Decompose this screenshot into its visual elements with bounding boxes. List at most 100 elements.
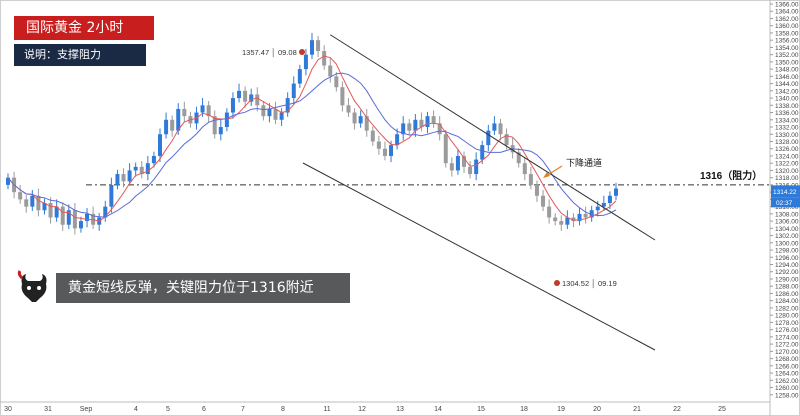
- y-tick-label: 1294.00: [775, 262, 799, 269]
- y-tick-label: 1334.00: [775, 117, 799, 124]
- candle-body: [237, 90, 242, 99]
- channel-label: 下降通道: [566, 157, 602, 168]
- candle-body: [382, 148, 387, 156]
- candle-body: [565, 217, 570, 225]
- candle-body: [297, 69, 302, 84]
- x-tick-label: 13: [396, 406, 404, 413]
- candle-body: [443, 134, 448, 164]
- y-tick-label: 1276.00: [775, 327, 799, 334]
- candle-body: [534, 184, 539, 196]
- candle-body: [528, 174, 533, 185]
- candle-body: [310, 40, 314, 55]
- y-tick-label: 1270.00: [775, 349, 799, 356]
- y-tick-label: 1328.00: [775, 139, 799, 146]
- y-tick-label: 1344.00: [775, 81, 799, 88]
- candle-body: [85, 213, 90, 222]
- x-tick-label: 22: [673, 406, 681, 413]
- candle-body: [364, 116, 369, 131]
- y-tick-label: 1282.00: [775, 305, 799, 312]
- candle-body: [24, 199, 29, 207]
- y-tick-label: 1272.00: [775, 342, 799, 349]
- candle-body: [218, 127, 223, 135]
- y-tick-label: 1352.00: [775, 52, 799, 59]
- candle-body: [358, 116, 363, 124]
- candle-body: [224, 112, 229, 128]
- candle-body: [255, 94, 260, 106]
- last-price-label: 1314.22: [773, 189, 797, 196]
- candle-body: [498, 123, 503, 135]
- candle-body: [273, 108, 278, 120]
- candle-body: [279, 112, 284, 120]
- candle-body: [395, 134, 400, 146]
- candle-body: [389, 145, 394, 156]
- candle-body: [121, 174, 126, 182]
- y-tick-label: 1366.00: [775, 2, 799, 9]
- x-tick-label: 6: [202, 406, 206, 413]
- candle-body: [370, 130, 375, 142]
- headline-banner: 黄金短线反弹，关键阻力位于1316附近: [56, 273, 350, 303]
- low-marker-label: 1304.52 │ 09.19: [562, 279, 617, 289]
- candle-body: [541, 195, 546, 207]
- candle-body: [607, 195, 612, 203]
- x-tick-label: 18: [520, 406, 528, 413]
- candle-body: [200, 105, 205, 113]
- last-time-label: 02:37: [776, 200, 793, 207]
- y-tick-label: 1338.00: [775, 103, 799, 110]
- y-tick-label: 1324.00: [775, 153, 799, 160]
- candle-body: [6, 177, 10, 185]
- candle-body: [170, 119, 175, 131]
- y-tick-label: 1346.00: [775, 74, 799, 81]
- candle-body: [419, 119, 424, 128]
- x-tick-label: 12: [358, 406, 366, 413]
- y-tick-label: 1286.00: [775, 291, 799, 298]
- x-tick-label: 4: [134, 406, 138, 413]
- y-tick-label: 1308.00: [775, 211, 799, 218]
- y-tick-label: 1292.00: [775, 269, 799, 276]
- candle-body: [589, 210, 594, 218]
- candle-body: [376, 141, 381, 149]
- candle-body: [291, 83, 296, 99]
- y-tick-label: 1268.00: [775, 356, 799, 363]
- candle-body: [249, 94, 254, 102]
- chart-subtitle: 说明：支撑阻力: [14, 44, 146, 66]
- candle-body: [462, 155, 466, 167]
- y-tick-label: 1304.00: [775, 226, 799, 233]
- y-tick-label: 1290.00: [775, 276, 799, 283]
- candle-body: [553, 217, 558, 222]
- y-tick-label: 1350.00: [775, 59, 799, 66]
- candle-body: [115, 174, 120, 185]
- candle-body: [577, 213, 582, 222]
- candle-body: [164, 119, 169, 135]
- y-tick-label: 1274.00: [775, 334, 799, 341]
- y-tick-label: 1320.00: [775, 168, 799, 175]
- candle-body: [486, 130, 491, 146]
- candle-body: [425, 116, 430, 128]
- candle-body: [407, 123, 412, 131]
- chart-title: 国际黄金 2小时: [14, 16, 154, 40]
- candle-body: [601, 203, 606, 207]
- y-tick-label: 1326.00: [775, 146, 799, 153]
- low-marker: [554, 280, 560, 286]
- candle-body: [431, 116, 436, 124]
- candle-body: [346, 105, 351, 113]
- candle-body: [176, 108, 181, 131]
- y-tick-label: 1284.00: [775, 298, 799, 305]
- candle-body: [206, 105, 211, 117]
- candle-body: [133, 166, 138, 171]
- x-tick-label: 11: [323, 406, 330, 413]
- candle-body: [78, 221, 83, 229]
- candle-body: [182, 108, 187, 117]
- candle-body: [401, 123, 406, 135]
- x-tick-label: 5: [166, 406, 170, 413]
- x-tick-label: 8: [281, 406, 285, 413]
- candle-body: [480, 145, 485, 160]
- y-tick-label: 1288.00: [775, 284, 799, 291]
- candle-body: [42, 203, 47, 211]
- candle-body: [522, 163, 527, 175]
- y-tick-label: 1258.00: [775, 392, 799, 399]
- candle-body: [474, 159, 479, 175]
- candle-body: [413, 119, 418, 131]
- candle-body: [36, 195, 41, 211]
- candle-body: [468, 166, 473, 175]
